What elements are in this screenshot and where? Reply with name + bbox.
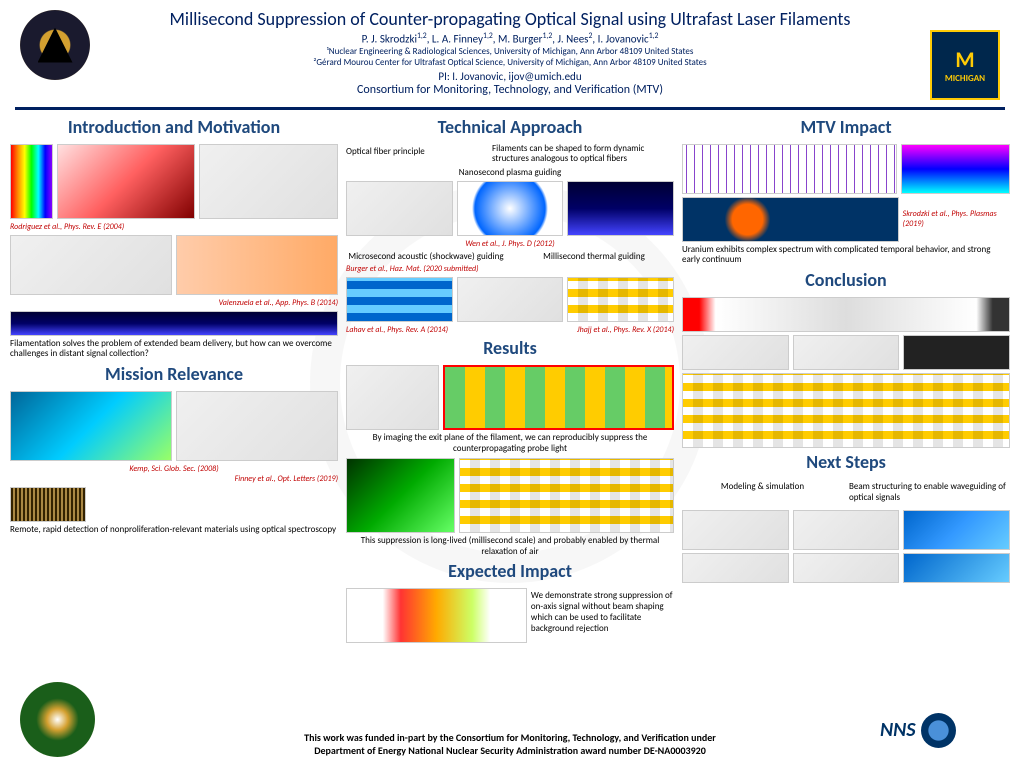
section-next-title: Next Steps — [682, 451, 1010, 473]
fig-abc-matrix — [682, 373, 1010, 448]
fig-exit-plane-images — [443, 365, 674, 430]
section-expected-title: Expected Impact — [346, 560, 674, 582]
cite-valenzuela: Valenzuela et al., App. Phys. B (2014) — [10, 298, 338, 308]
fig-question-box — [903, 335, 1010, 370]
mission-text: Remote, rapid detection of nonproliferat… — [10, 525, 338, 536]
poster-header: M MICHIGAN Millisecond Suppression of Co… — [0, 0, 1020, 103]
fig-lab-photo — [346, 458, 455, 533]
fig-gaussian-2 — [793, 335, 900, 370]
fig-plasma-channel — [567, 181, 674, 236]
fig-satellite — [10, 391, 172, 461]
intro-text: Filamentation solves the problem of exte… — [10, 339, 338, 361]
tech-subhead-milli: Millisecond thermal guiding — [514, 251, 674, 262]
authors: P. J. Skrodzki1,2, L. A. Finney1,2, M. B… — [100, 32, 920, 46]
fig-temporal-map — [901, 144, 1010, 194]
fig-shockwave-grid — [346, 277, 453, 322]
tech-subhead-nano: Nanosecond plasma guiding — [346, 167, 674, 178]
fig-spectrum-bar — [10, 144, 53, 219]
fig-mode-ring — [457, 181, 564, 236]
fig-beam-mode — [903, 510, 1010, 550]
fig-spectrum-curves — [346, 588, 527, 643]
fig-schematic-2 — [176, 235, 338, 295]
pi-contact: PI: I. Jovanovic, ijov@umich.edu — [100, 70, 920, 83]
next-sub-modeling: Modeling & simulation — [682, 482, 843, 504]
fig-gaussian-1 — [682, 335, 789, 370]
fig-plot-lines — [199, 144, 338, 219]
footer-line-2: Department of Energy National Nuclear Se… — [120, 744, 900, 757]
fig-thermal-grid — [567, 277, 674, 322]
header-rule — [15, 107, 1005, 110]
fig-delay-matrix — [459, 458, 674, 533]
fig-plasma-spheres — [682, 197, 899, 242]
section-mission-title: Mission Relevance — [10, 363, 338, 385]
section-mtv-title: MTV Impact — [682, 116, 1010, 138]
section-intro-title: Introduction and Motivation — [10, 116, 338, 138]
affiliation-2: ²Gérard Mourou Center for Ultrafast Opti… — [100, 57, 920, 68]
cite-skrodzki: Skrodzki et al., Phys. Plasmas (2019) — [903, 209, 1010, 229]
affiliation-1: ¹Nuclear Engineering & Radiological Scie… — [100, 46, 920, 57]
fig-uranium-spectrum — [682, 144, 897, 194]
cite-wen: Wen et al., J. Phys. D (2012) — [346, 239, 674, 249]
fig-filament-beam — [10, 311, 338, 336]
fig-schematic-1 — [10, 235, 172, 295]
section-results-title: Results — [346, 337, 674, 359]
funding-footer: This work was funded in-part by the Cons… — [0, 731, 1020, 757]
fig-formula-1 — [682, 553, 789, 583]
nnsa-logo: NNS — [880, 710, 1000, 750]
fig-laser-interaction — [57, 144, 196, 219]
column-right: MTV Impact Skrodzki et al., Phys. Plasma… — [682, 114, 1010, 647]
tech-subhead-filaments: Filaments can be shaped to form dynamic … — [492, 144, 674, 166]
results-text-1: By imaging the exit plane of the filamen… — [346, 433, 674, 455]
consortium-name: Consortium for Monitoring, Technology, a… — [100, 83, 920, 97]
umich-logo: M MICHIGAN — [930, 30, 1000, 100]
tech-subhead-micro: Microsecond acoustic (shockwave) guiding — [346, 251, 506, 262]
fig-sim-curves — [682, 510, 789, 550]
cite-kemp: Kemp, Sci. Glob. Sec. (2008) — [10, 464, 338, 474]
cite-rodriguez: Rodriguez et al., Phys. Rev. E (2004) — [10, 222, 338, 232]
section-tech-title: Technical Approach — [346, 116, 674, 138]
fig-contour-map — [176, 391, 338, 461]
section-conclusion-title: Conclusion — [682, 269, 1010, 291]
tech-subhead-fiber: Optical fiber principle — [346, 146, 486, 164]
footer-line-1: This work was funded in-part by the Cons… — [120, 731, 900, 744]
fig-equations — [793, 510, 900, 550]
cite-jhajj: Jhajj et al., Phys. Rev. X (2014) — [510, 325, 674, 335]
results-text-2: This suppression is long-lived (millisec… — [346, 536, 674, 558]
cite-finney: Finney et al., Opt. Letters (2019) — [10, 474, 338, 484]
fig-propagation-diagram — [682, 297, 1010, 332]
fig-beam-mode-2 — [903, 553, 1010, 583]
cite-lahav: Lahav et al., Phys. Rev. A (2014) — [346, 325, 510, 335]
poster-body: Introduction and Motivation Rodriguez et… — [0, 114, 1020, 647]
column-middle: Technical Approach Optical fiber princip… — [346, 114, 674, 647]
fig-apparatus — [346, 365, 439, 430]
mtv-text: Uranium exhibits complex spectrum with c… — [682, 245, 1010, 267]
expected-text: We demonstrate strong suppression of on-… — [531, 591, 674, 640]
poster-title: Millisecond Suppression of Counter-propa… — [100, 8, 920, 30]
fig-formula-2 — [793, 553, 900, 583]
mtv-consortium-logo — [20, 10, 90, 80]
fig-thermal-setup — [457, 277, 564, 322]
fig-waveform-pan — [346, 181, 453, 236]
column-left: Introduction and Motivation Rodriguez et… — [10, 114, 338, 647]
fig-fence — [10, 487, 86, 522]
next-sub-beam: Beam structuring to enable waveguiding o… — [849, 482, 1010, 504]
cite-burger: Burger et al., Haz. Mat. (2020 submitted… — [346, 264, 674, 274]
